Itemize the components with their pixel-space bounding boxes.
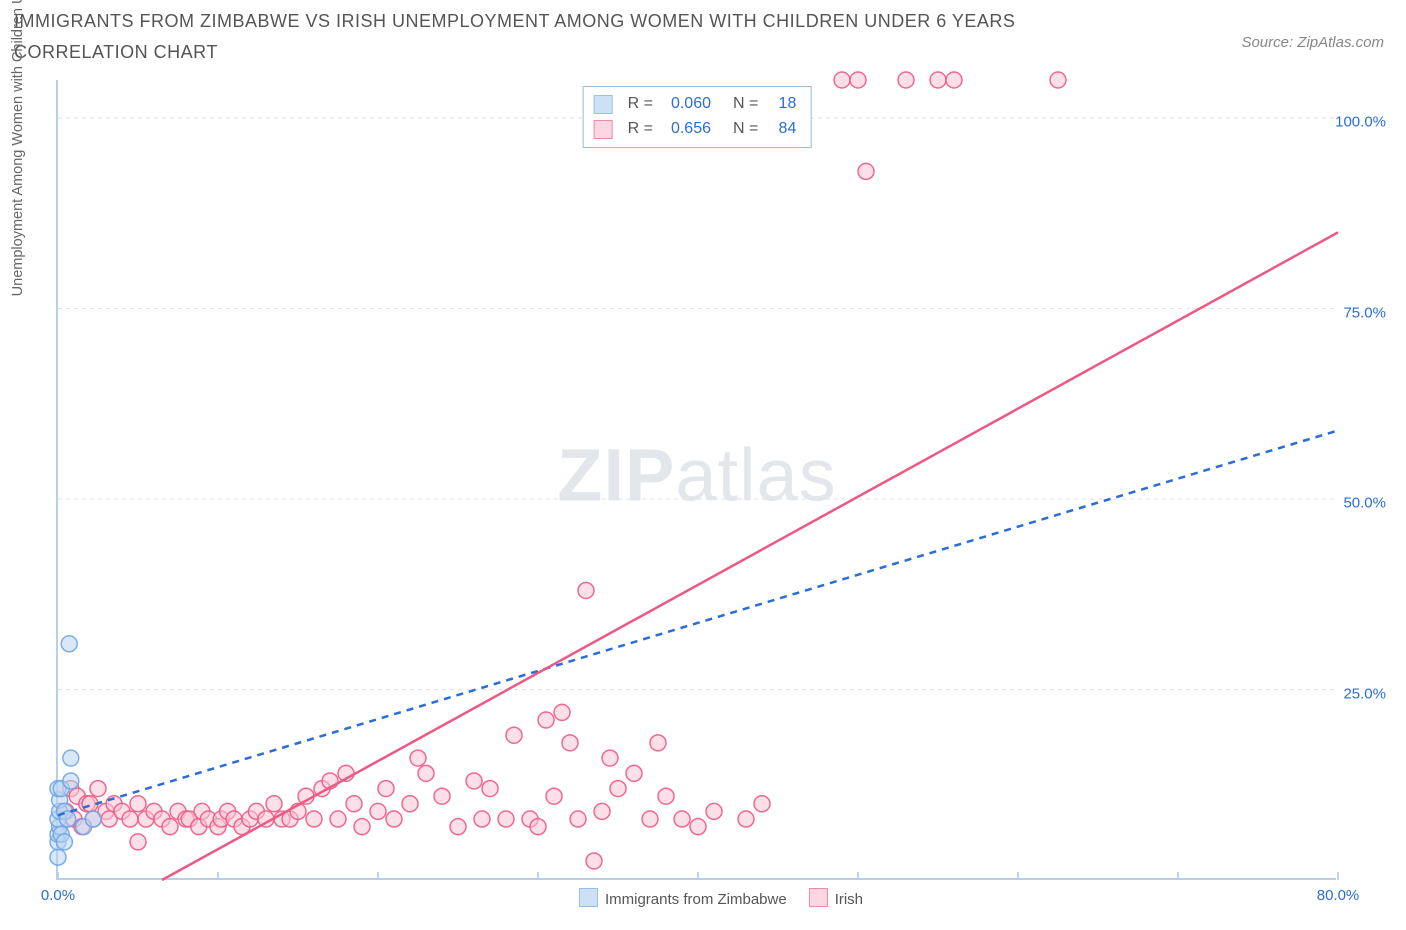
legend-r-label: R = xyxy=(628,117,653,142)
plot-area: ZIPatlas R =0.060N =18R =0.656N =84 25.0… xyxy=(56,80,1336,880)
plot-wrap: Unemployment Among Women with Children U… xyxy=(56,80,1386,880)
legend-stats-row: R = 0.656 N = 84 xyxy=(594,117,797,142)
y-tick-label: 100.0% xyxy=(1335,114,1386,131)
legend-swatch xyxy=(594,120,613,139)
legend-stats-box: R = 0.060 N = 18 R = 0.656 N = 84 xyxy=(583,86,812,148)
legend-stats-row: R = 0.060 N = 18 xyxy=(594,92,797,117)
legend-bottom: Immigrants from Zimbabwe Irish xyxy=(579,888,863,908)
legend-n-label: N = xyxy=(733,92,758,117)
legend-swatch xyxy=(579,888,598,907)
legend-r-value: 0.656 xyxy=(661,117,711,142)
legend-r-value: 0.060 xyxy=(661,92,711,117)
legend-n-value: 84 xyxy=(766,117,796,142)
y-tick-label: 25.0% xyxy=(1343,685,1386,702)
legend-swatch xyxy=(594,95,613,114)
legend-item: Immigrants from Zimbabwe xyxy=(579,888,787,908)
chart-title: IMMIGRANTS FROM ZIMBABWE VS IRISH UNEMPL… xyxy=(14,6,1104,67)
legend-n-value: 18 xyxy=(766,92,796,117)
x-tick-label: 80.0% xyxy=(1317,887,1360,904)
legend-swatch xyxy=(809,888,828,907)
legend-n-label: N = xyxy=(733,117,758,142)
y-tick-label: 75.0% xyxy=(1343,304,1386,321)
scatter-svg xyxy=(58,80,1338,880)
legend-r-label: R = xyxy=(628,92,653,117)
y-tick-label: 50.0% xyxy=(1343,495,1386,512)
source-citation: Source: ZipAtlas.com xyxy=(1241,34,1384,51)
legend-item: Irish xyxy=(809,888,863,908)
x-tick-label: 0.0% xyxy=(41,887,75,904)
y-axis-title: Unemployment Among Women with Children U… xyxy=(10,0,26,296)
